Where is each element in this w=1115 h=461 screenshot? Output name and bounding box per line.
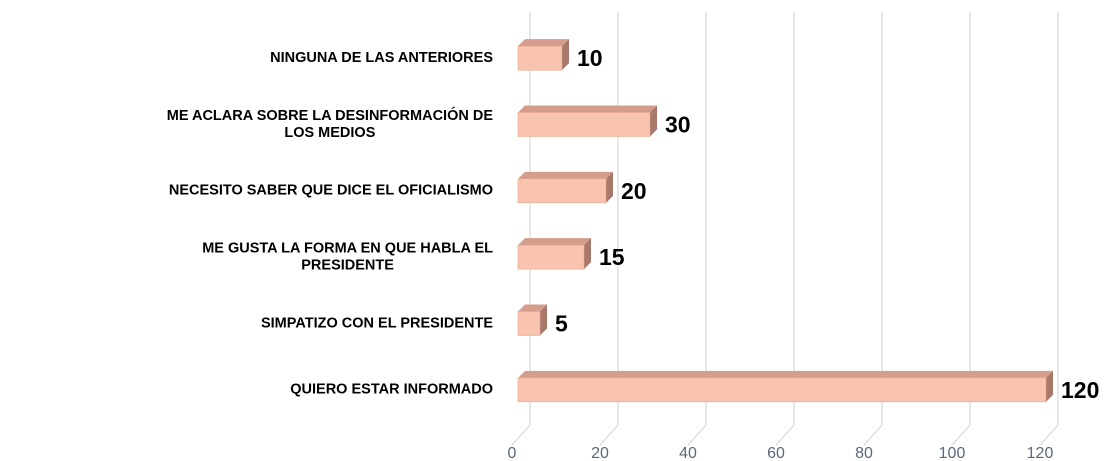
grid-line [863, 12, 883, 446]
bar-front [517, 377, 1047, 403]
bar-front [517, 178, 607, 204]
grid-line [951, 12, 971, 446]
bar-top [518, 105, 657, 113]
data-label: 10 [577, 45, 603, 71]
data-label: 30 [665, 112, 691, 138]
category-label: SIMPATIZO CON EL PRESIDENTE [261, 315, 493, 331]
grid-line [1039, 12, 1059, 446]
bar-front [517, 45, 563, 71]
grid-line [511, 12, 531, 446]
bar-front [517, 112, 651, 137]
x-tick-label: 40 [679, 445, 697, 461]
bar-side [606, 171, 613, 203]
bar [517, 238, 591, 270]
bar [517, 171, 613, 204]
bar-side [562, 39, 569, 71]
data-label: 120 [1061, 377, 1099, 403]
bar-front [517, 244, 585, 270]
bar-top [518, 238, 591, 246]
bar [517, 105, 657, 137]
data-label: 15 [599, 244, 625, 270]
x-tick-label: 120 [1027, 445, 1054, 461]
bar-top [518, 304, 547, 312]
x-tick-label: 80 [855, 445, 873, 461]
x-tick-label: 60 [767, 445, 785, 461]
data-label: 5 [555, 311, 568, 337]
category-label: ME GUSTA LA FORMA EN QUE HABLA EL PRESIDE… [202, 240, 493, 273]
bar-side [650, 105, 657, 137]
category-label: ME ACLARA SOBRE LA DESINFORMACIÓN DE LOS … [167, 106, 494, 141]
bar-side [540, 304, 547, 336]
bar-top [518, 171, 613, 179]
bar [517, 370, 1053, 403]
grid-line [687, 12, 707, 446]
bar-top [518, 370, 1053, 378]
bar-side [1046, 370, 1053, 402]
x-tick-label: 0 [508, 445, 517, 461]
category-label: NECESITO SABER QUE DICE EL OFICIALISMO [169, 183, 493, 199]
category-label: QUIERO ESTAR INFORMADO [290, 382, 493, 398]
bar [517, 39, 569, 71]
bar-side [584, 238, 591, 270]
x-tick-label: 20 [591, 445, 609, 461]
category-label: NINGUNA DE LAS ANTERIORES [270, 50, 493, 66]
bar-top [518, 39, 569, 47]
x-tick-label: 100 [939, 445, 966, 461]
grid-line [599, 12, 619, 446]
bar [517, 304, 547, 336]
grid-line [775, 12, 795, 446]
data-label: 20 [621, 178, 647, 204]
bar-front [517, 311, 541, 336]
